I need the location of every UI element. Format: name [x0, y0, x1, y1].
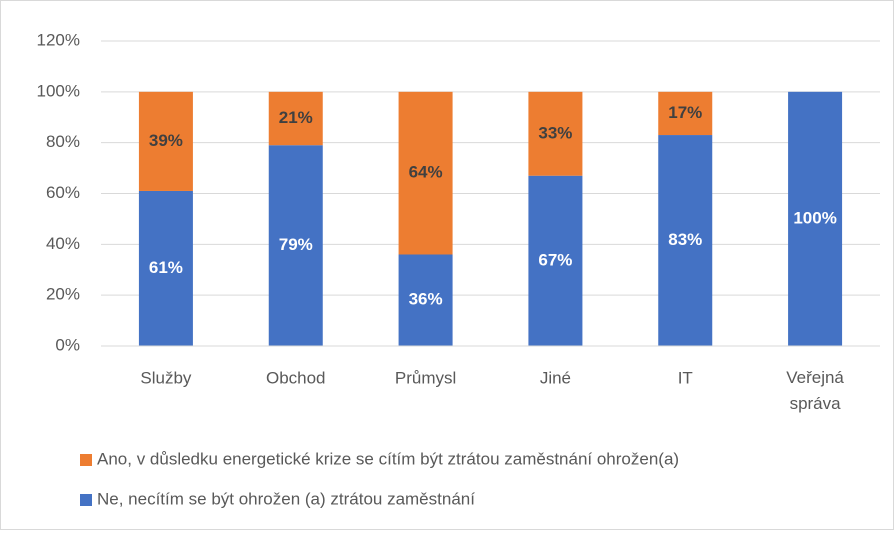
x-tick-label: IT	[678, 368, 693, 387]
data-label: 21%	[279, 108, 313, 127]
data-label: 83%	[668, 230, 702, 249]
bar-segment	[138, 91, 193, 191]
bar-segment	[528, 175, 583, 346]
data-label: 17%	[668, 103, 702, 122]
data-label: 100%	[793, 208, 836, 227]
data-label: 36%	[409, 290, 443, 309]
legend-swatch	[80, 494, 92, 506]
y-tick-label: 100%	[37, 81, 80, 100]
y-tick-label: 120%	[37, 30, 80, 49]
bar-segment	[138, 190, 193, 346]
data-label: 64%	[409, 163, 443, 182]
bar-segment	[528, 91, 583, 176]
data-label: 79%	[279, 235, 313, 254]
bar-segment	[398, 91, 453, 255]
legend-swatch	[80, 454, 92, 466]
legend-label: Ano, v důsledku energetické krize se cít…	[97, 449, 679, 468]
y-tick-label: 20%	[46, 285, 80, 304]
y-tick-label: 80%	[46, 132, 80, 151]
y-tick-label: 40%	[46, 234, 80, 253]
data-label: 67%	[538, 250, 572, 269]
bar-segment	[268, 91, 323, 146]
x-tick-label: Obchod	[266, 368, 326, 387]
bar-segment	[658, 91, 713, 136]
y-tick-label: 60%	[46, 183, 80, 202]
data-label: 39%	[149, 131, 183, 150]
data-label: 33%	[538, 123, 572, 142]
bar-segment	[398, 254, 453, 346]
x-tick-label: Jiné	[540, 368, 571, 387]
bar-segment	[788, 91, 843, 346]
x-tick-label: Služby	[140, 368, 192, 387]
x-tick-label: Veřejná správa	[786, 368, 844, 413]
bar-segment	[268, 145, 323, 346]
data-label: 61%	[149, 258, 183, 277]
legend-label: Ne, necítím se být ohrožen (a) ztrátou z…	[97, 489, 475, 508]
bar-segment	[658, 135, 713, 346]
x-tick-label: Průmysl	[395, 368, 456, 387]
y-tick-label: 0%	[55, 335, 80, 354]
